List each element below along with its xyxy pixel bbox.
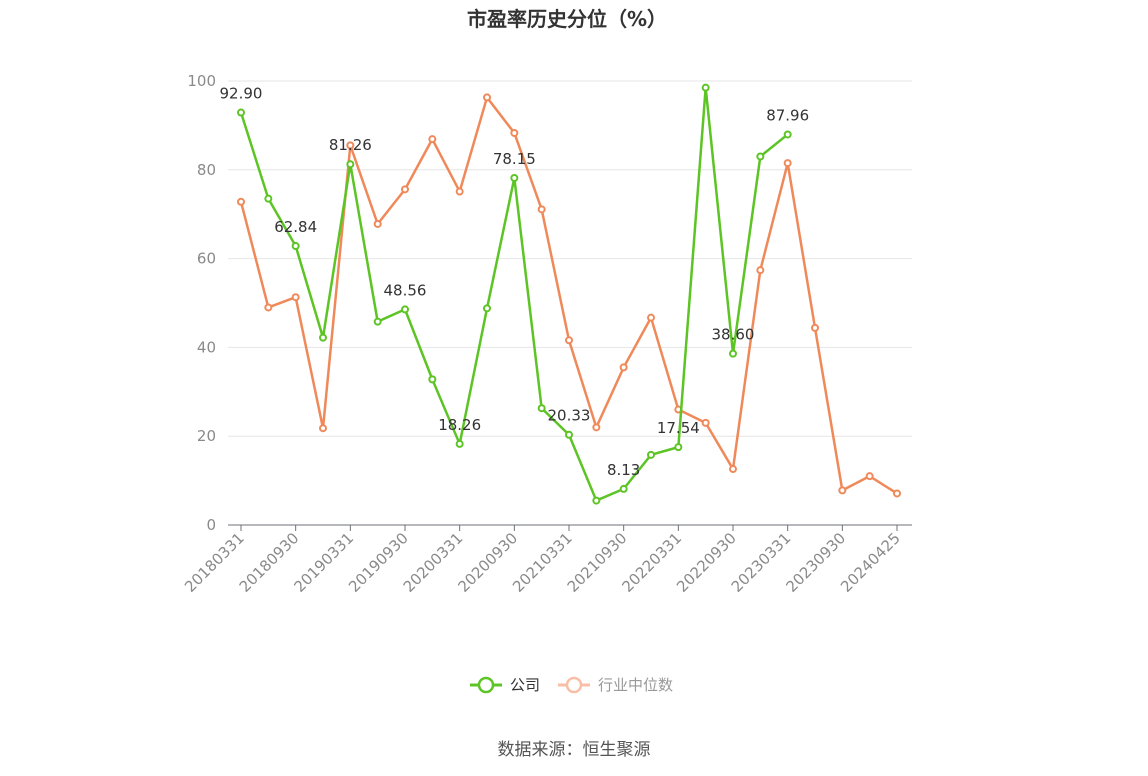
data-label: 62.84: [274, 218, 317, 236]
y-tick-label: 80: [197, 161, 216, 179]
data-point[interactable]: [428, 375, 437, 384]
data-point[interactable]: [619, 484, 628, 493]
x-axis: 2018033120180930201903312019093020200331…: [181, 524, 912, 596]
data-point[interactable]: [865, 472, 874, 481]
data-point[interactable]: [237, 108, 245, 117]
y-tick-label: 100: [187, 72, 216, 90]
data-point[interactable]: [510, 128, 519, 137]
data-point[interactable]: [647, 313, 655, 322]
data-source: 数据来源：恒生聚源: [498, 740, 651, 760]
y-tick-label: 20: [197, 427, 216, 445]
data-label: 81.26: [329, 136, 372, 154]
data-point[interactable]: [455, 439, 464, 448]
legend-item-industry-median[interactable]: 行业中位数: [558, 676, 673, 694]
chart-title: 市盈率历史分位（%）: [467, 7, 667, 31]
data-point[interactable]: [565, 430, 573, 439]
data-point[interactable]: [264, 194, 273, 203]
data-point[interactable]: [537, 404, 546, 413]
data-point[interactable]: [237, 197, 245, 206]
data-point[interactable]: [838, 486, 847, 495]
data-label: 38.60: [712, 326, 755, 344]
grid-lines: [228, 80, 912, 437]
data-point[interactable]: [264, 303, 273, 312]
y-tick-label: 40: [197, 338, 216, 356]
data-point[interactable]: [455, 187, 464, 196]
data-labels: 92.90 62.84 81.26 48.56 18.26 78.15 20.33 8.13 1…: [220, 85, 810, 479]
series-company: [237, 83, 792, 505]
data-point[interactable]: [565, 336, 573, 345]
data-label: 20.33: [548, 407, 591, 425]
data-point[interactable]: [401, 185, 409, 194]
data-point[interactable]: [510, 174, 519, 183]
series-industry-median: [237, 93, 901, 498]
data-point[interactable]: [756, 266, 765, 275]
data-point[interactable]: [373, 317, 382, 326]
data-point[interactable]: [811, 323, 819, 332]
data-point[interactable]: [346, 141, 355, 150]
series-lines: [237, 83, 901, 505]
data-point[interactable]: [291, 293, 300, 302]
data-label: 18.26: [438, 416, 481, 434]
data-label: 78.15: [493, 150, 536, 168]
legend: 公司 行业中位数: [470, 676, 673, 694]
data-point[interactable]: [346, 160, 355, 169]
data-point[interactable]: [647, 450, 655, 459]
data-point[interactable]: [319, 424, 327, 433]
data-point[interactable]: [729, 349, 737, 358]
data-point[interactable]: [483, 304, 491, 313]
data-label: 17.54: [657, 419, 700, 437]
y-axis: 0 20 40 60 80 100: [187, 72, 216, 534]
data-point[interactable]: [373, 219, 382, 228]
data-point[interactable]: [783, 159, 792, 168]
data-point[interactable]: [619, 363, 628, 372]
data-point[interactable]: [291, 241, 300, 250]
data-point[interactable]: [729, 465, 737, 474]
legend-item-company[interactable]: 公司: [470, 676, 540, 694]
data-point[interactable]: [756, 152, 765, 161]
data-point[interactable]: [701, 83, 710, 92]
legend-label-industry-median: 行业中位数: [598, 676, 673, 694]
data-point[interactable]: [483, 93, 491, 102]
data-point[interactable]: [401, 305, 409, 314]
data-label: 92.90: [220, 85, 263, 103]
data-point[interactable]: [428, 135, 437, 144]
data-point[interactable]: [701, 418, 710, 427]
data-point[interactable]: [893, 489, 901, 498]
data-point[interactable]: [592, 423, 601, 432]
data-point[interactable]: [674, 443, 683, 452]
data-label: 8.13: [607, 461, 640, 479]
data-point[interactable]: [319, 333, 327, 342]
data-point[interactable]: [592, 496, 601, 505]
data-label: 48.56: [384, 281, 427, 299]
y-tick-label: 60: [197, 250, 216, 268]
y-tick-label: 0: [206, 516, 216, 534]
x-tick-label: 20240425: [837, 529, 904, 596]
data-point[interactable]: [537, 205, 546, 214]
data-point[interactable]: [783, 130, 792, 139]
data-label: 87.96: [766, 106, 809, 124]
legend-label-company: 公司: [510, 676, 540, 694]
